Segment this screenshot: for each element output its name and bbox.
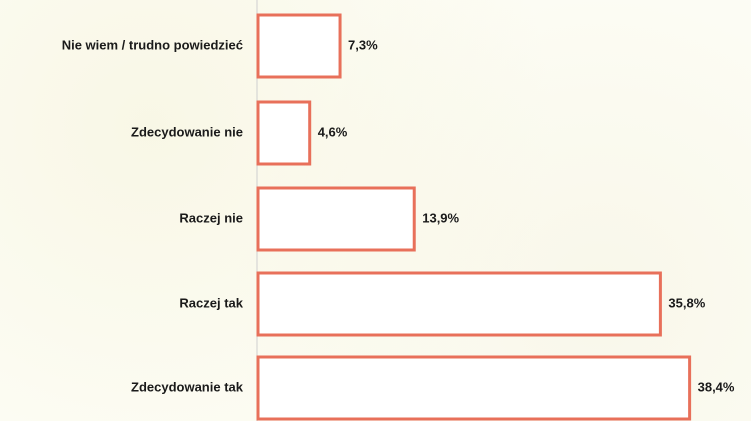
value-label-1: 7,3%	[348, 37, 378, 52]
bars-layer	[256, 13, 692, 421]
bar-4	[256, 271, 662, 337]
category-label-3: Raczej nie	[179, 210, 243, 225]
category-label-1: Nie wiem / trudno powiedzieć	[62, 37, 243, 52]
category-label-5: Zdecydowanie tak	[131, 379, 244, 394]
bar-2	[256, 100, 312, 166]
value-label-2: 4,6%	[318, 124, 348, 139]
labels-layer: Nie wiem / trudno powiedzieć 7,3% Zdecydow…	[62, 37, 735, 394]
bar-3	[256, 186, 416, 252]
category-label-2: Zdecydowanie nie	[131, 124, 243, 139]
value-label-4: 35,8%	[668, 295, 705, 310]
value-label-3: 13,9%	[422, 210, 459, 225]
bar-1	[256, 13, 342, 79]
category-label-4: Raczej tak	[179, 295, 243, 310]
value-label-5: 38,4%	[698, 379, 735, 394]
bar-5	[256, 355, 692, 421]
